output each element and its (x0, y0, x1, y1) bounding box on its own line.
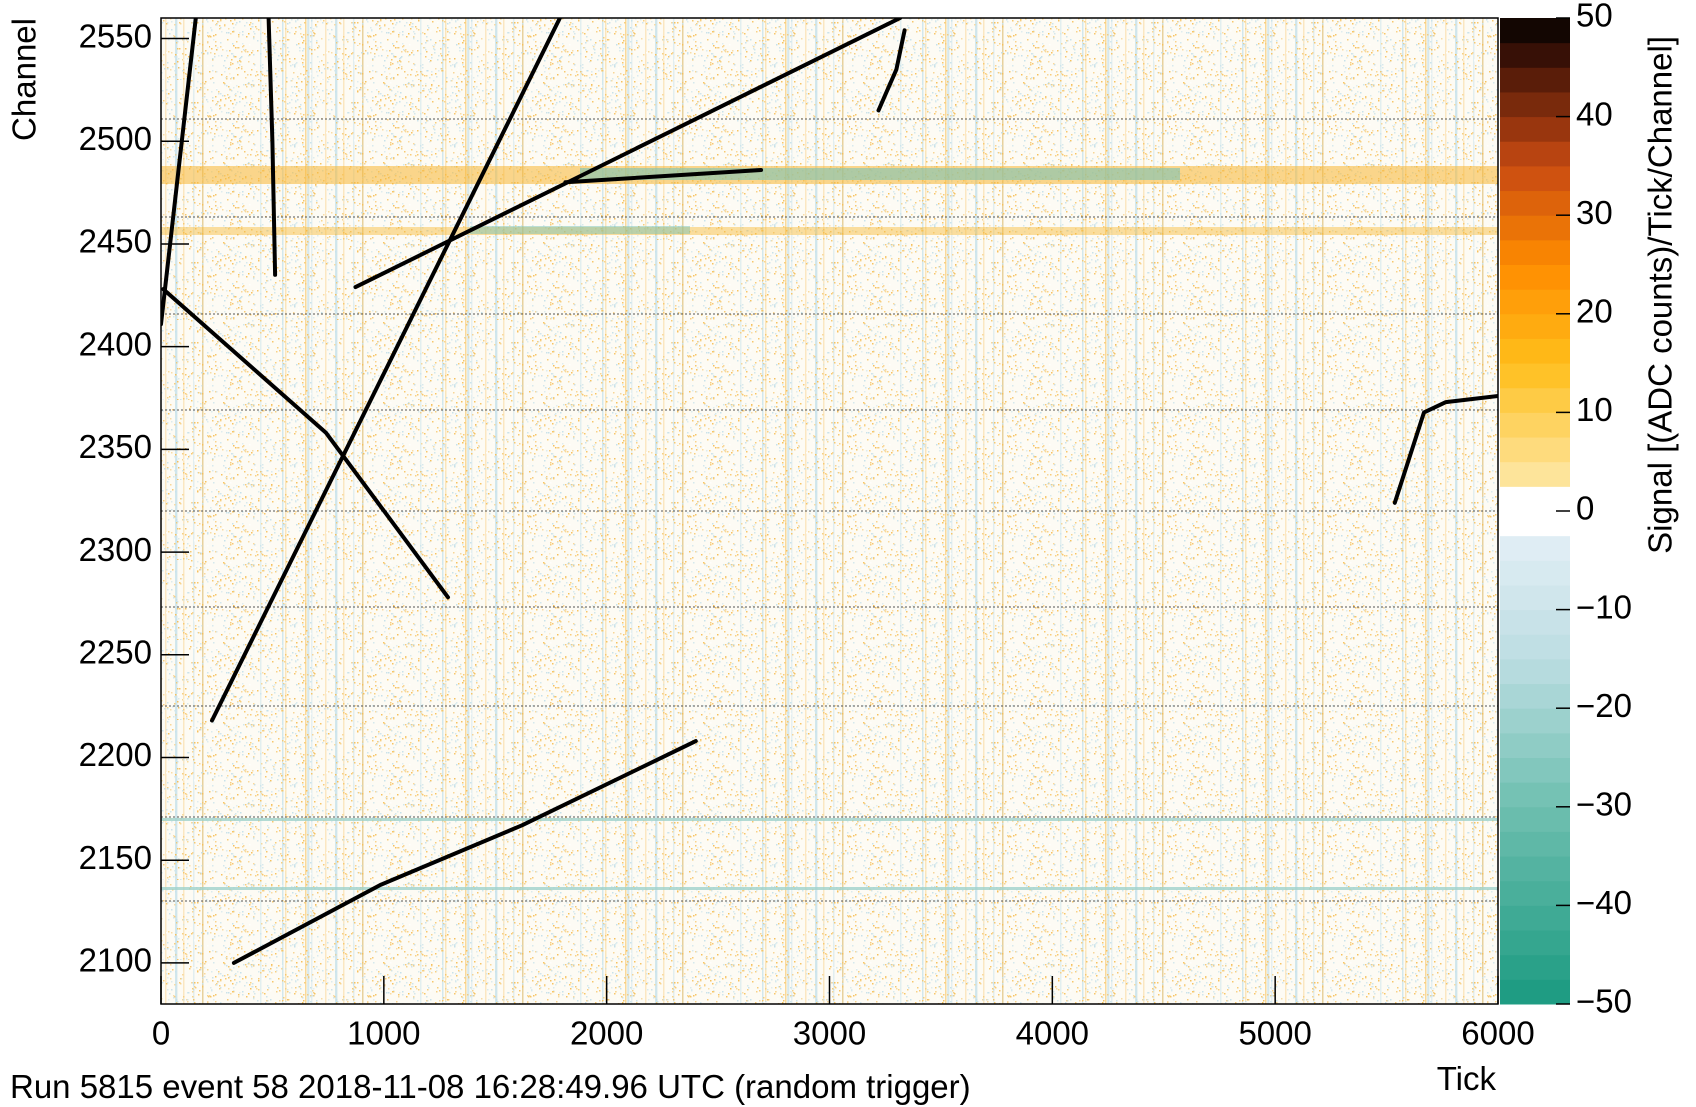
y-tick-label: 2500 (79, 120, 152, 157)
colorbar-tick-label: −40 (1576, 884, 1632, 921)
x-tick-label: 4000 (1016, 1015, 1089, 1052)
colorbar-band (1500, 634, 1570, 660)
colorbar-tick-label: 30 (1576, 194, 1613, 231)
y-tick-label: 2200 (79, 736, 152, 773)
colorbar-tick-label: 20 (1576, 293, 1613, 330)
colorbar-band (1500, 683, 1570, 709)
colorbar-band (1500, 486, 1570, 512)
colorbar-band (1500, 412, 1570, 438)
colorbar-band (1500, 560, 1570, 586)
footer: Run 5815 event 58 2018-11-08 16:28:49.96… (10, 1068, 971, 1105)
plot-area (161, 18, 1498, 1004)
colorbar-band (1500, 313, 1570, 339)
colorbar-tick-label: 10 (1576, 391, 1613, 428)
colorbar (1500, 18, 1570, 1005)
colorbar-band (1500, 461, 1570, 487)
track (161, 18, 198, 327)
track (563, 168, 764, 185)
colorbar-tick-label: −50 (1576, 983, 1632, 1020)
x-axis-label: Tick (1437, 1060, 1497, 1097)
colorbar-band (1500, 905, 1570, 931)
colorbar-band (1500, 239, 1570, 265)
track (876, 28, 907, 113)
x-tick-label: 0 (152, 1015, 170, 1052)
y-tick-label: 2350 (79, 428, 152, 465)
colorbar-band (1500, 91, 1570, 118)
tracks (161, 18, 1498, 965)
colorbar-band (1500, 930, 1570, 956)
dead-channel-lines (161, 118, 1498, 902)
y-axis-label: Channel (6, 18, 43, 141)
y-tick-label: 2300 (79, 531, 152, 568)
colorbar-band (1500, 42, 1570, 68)
colorbar-label: Signal [(ADC counts)/Tick/Channel] (1642, 36, 1679, 554)
colorbar-band (1500, 141, 1570, 167)
cold-band (470, 226, 690, 234)
x-tick-label: 5000 (1238, 1015, 1311, 1052)
track (161, 287, 450, 600)
colorbar-band (1500, 338, 1570, 364)
colorbar-band (1500, 609, 1570, 635)
colorbar-tick-label: 40 (1576, 95, 1613, 132)
colorbar-band (1500, 831, 1570, 857)
colorbar-band (1500, 289, 1570, 315)
hot-band (161, 227, 1498, 235)
colorbar-band (1500, 190, 1570, 216)
colorbar-band (1500, 658, 1570, 685)
y-tick-label: 2150 (79, 839, 152, 876)
y-tick-label: 2400 (79, 325, 152, 362)
colorbar-band (1500, 67, 1570, 93)
colorbar-band (1500, 732, 1570, 758)
track (353, 18, 903, 290)
x-tick-label: 2000 (570, 1015, 643, 1052)
cold-band (161, 818, 1498, 821)
colorbar-band (1500, 165, 1570, 192)
x-tick-label: 6000 (1461, 1015, 1534, 1052)
colorbar-band (1500, 264, 1570, 290)
colorbar-band (1500, 18, 1570, 44)
colorbar-band (1500, 856, 1570, 882)
colorbar-tick-label: 50 (1576, 0, 1613, 34)
colorbar-band (1500, 387, 1570, 413)
y-tick-label: 2550 (79, 17, 152, 54)
y-tick-label: 2450 (79, 223, 152, 260)
colorbar-band (1500, 782, 1570, 808)
colorbar-band (1500, 708, 1570, 734)
colorbar-band (1500, 954, 1570, 980)
x-tick-label: 3000 (793, 1015, 866, 1052)
colorbar-tick-label: −30 (1576, 786, 1632, 823)
y-tick-label: 2100 (79, 942, 152, 979)
colorbar-band (1500, 437, 1570, 463)
colorbar-band (1500, 806, 1570, 832)
colorbar-band (1500, 535, 1570, 561)
colorbar-band (1500, 363, 1570, 389)
colorbar-tick-label: −20 (1576, 687, 1632, 724)
colorbar-band (1500, 979, 1570, 1005)
colorbar-band (1500, 215, 1570, 241)
y-tick-label: 2250 (79, 634, 152, 671)
colorbar-tick-label: 0 (1576, 490, 1594, 527)
x-tick-label: 1000 (347, 1015, 420, 1052)
colorbar-band (1500, 116, 1570, 142)
colorbar-band (1500, 757, 1570, 783)
colorbar-band (1500, 880, 1570, 906)
colorbar-tick-label: −10 (1576, 588, 1632, 625)
cold-band (161, 887, 1498, 890)
track (231, 739, 698, 965)
track (266, 18, 278, 277)
colorbar-band (1500, 584, 1570, 611)
colorbar-band (1500, 511, 1570, 537)
track (1392, 394, 1498, 505)
